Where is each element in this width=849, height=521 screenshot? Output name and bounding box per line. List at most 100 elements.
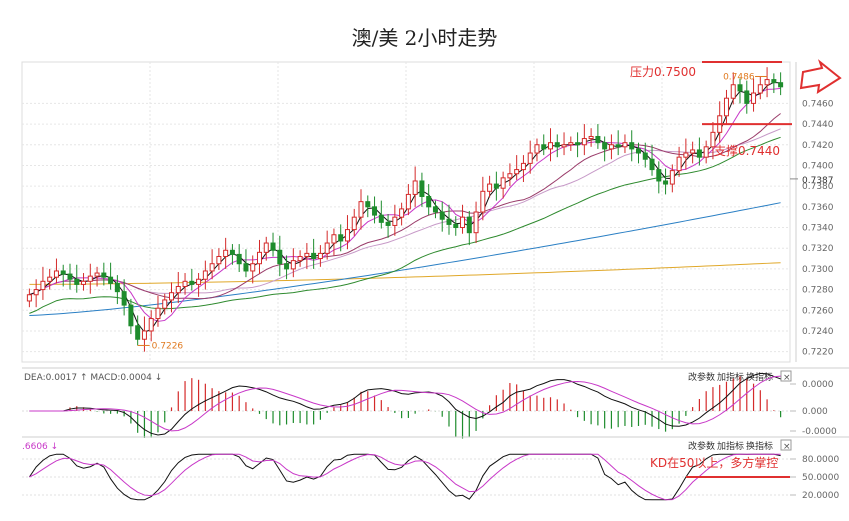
candle-body <box>690 149 696 154</box>
candle-body <box>209 263 215 272</box>
candle-body <box>67 273 73 280</box>
candle-body <box>615 144 621 148</box>
candle-body <box>473 211 479 234</box>
candle-body <box>114 282 120 293</box>
candle-body <box>74 278 80 285</box>
kd-button[interactable]: 换指标 <box>746 440 773 452</box>
candle-body <box>60 270 66 275</box>
kd-tick-label: 80.0000 <box>802 455 839 465</box>
candle-body <box>696 149 702 158</box>
kd-label: .6606 ↓ <box>22 442 58 452</box>
macd-dif-line <box>29 372 781 436</box>
current-price-label: 0.7387 <box>802 176 834 186</box>
candle-body <box>229 249 235 255</box>
candle-body <box>771 79 777 84</box>
candle-body <box>243 263 249 272</box>
candle-body <box>148 318 154 332</box>
candle-body <box>297 255 303 262</box>
candle-body <box>676 156 682 172</box>
candle-body <box>162 299 168 309</box>
kd-close-button[interactable] <box>780 439 792 451</box>
price-tick-label: 0.7340 <box>802 224 834 234</box>
candle-body <box>446 218 452 225</box>
ma5-line <box>29 81 781 333</box>
candle-body <box>737 84 743 92</box>
candle-body <box>304 252 310 257</box>
candle-body <box>399 208 405 218</box>
kd-tick-label: 50.0000 <box>802 473 839 483</box>
ma120-line <box>29 202 781 316</box>
candle-body <box>344 229 350 242</box>
candle-body <box>202 270 208 280</box>
candle-body <box>493 183 499 189</box>
candle-body <box>169 292 175 301</box>
candle-body <box>534 144 540 154</box>
candle-body <box>33 289 39 296</box>
candle-body <box>236 253 242 265</box>
candle-body <box>175 285 181 294</box>
price-tick-label: 0.7240 <box>802 327 834 337</box>
candle-body <box>358 201 364 218</box>
close-icon: × <box>783 373 791 383</box>
candle-body <box>351 216 357 231</box>
candle-body <box>26 294 32 302</box>
candle-body <box>723 97 729 117</box>
candle-body <box>744 90 750 104</box>
candle-body <box>128 304 134 327</box>
candle-body <box>372 206 378 216</box>
candle-body <box>263 242 269 253</box>
macd-dea-line <box>29 375 781 432</box>
candle-body <box>764 79 770 86</box>
candle-body <box>751 92 757 104</box>
price-tick-label: 0.7280 <box>802 286 834 296</box>
candle-body <box>250 263 256 272</box>
price-tick-label: 0.7260 <box>802 306 834 316</box>
candle-body <box>514 169 520 175</box>
up-arrow-icon <box>799 59 842 95</box>
low-marker-label: 0.7226 <box>152 341 184 351</box>
candle-body <box>47 276 53 282</box>
candle-body <box>581 138 587 146</box>
candle-body <box>656 169 662 182</box>
kd-tick-label: 20.0000 <box>802 491 839 501</box>
candle-body <box>277 249 283 265</box>
kd-annotation: KD在50以上，多方掌控 <box>650 455 778 470</box>
candle-body <box>108 276 114 284</box>
kd-button[interactable]: 改参数 <box>688 440 715 452</box>
macd-close-button[interactable] <box>780 370 792 382</box>
macd-button[interactable]: 加指标 <box>717 371 744 383</box>
candle-body <box>135 325 141 340</box>
candle-body <box>757 84 763 94</box>
candle-body <box>500 177 506 189</box>
kd-button[interactable]: 加指标 <box>717 440 744 452</box>
kd-d-line <box>29 453 781 501</box>
close-icon: × <box>783 442 791 452</box>
candle-body <box>541 144 547 150</box>
candle-body <box>317 252 323 260</box>
candle-body <box>87 275 93 282</box>
candle-body <box>453 223 459 229</box>
candle-body <box>575 142 581 146</box>
candle-body <box>778 82 784 88</box>
price-tick-label: 0.7320 <box>802 244 834 254</box>
candle-body <box>196 278 202 285</box>
candle-body <box>507 173 513 179</box>
candle-body <box>439 211 445 220</box>
candle-body <box>466 216 472 234</box>
chart-title: 澳/美 2小时走势 <box>351 26 498 50</box>
price-tick-label: 0.7400 <box>802 161 834 171</box>
price-tick-label: 0.7440 <box>802 120 834 130</box>
candle-body <box>81 280 87 285</box>
candle-body <box>270 242 276 251</box>
candle-body <box>141 330 147 340</box>
candle-body <box>622 142 628 148</box>
price-tick-label: 0.7380 <box>802 182 834 192</box>
candle-body <box>311 252 317 260</box>
candle-body <box>256 251 262 265</box>
macd-button[interactable]: 改参数 <box>688 371 715 383</box>
candle-body <box>426 195 432 208</box>
candle-body <box>331 234 337 244</box>
candle-body <box>365 201 371 208</box>
candle-body <box>730 84 736 99</box>
candle-body <box>419 180 425 197</box>
